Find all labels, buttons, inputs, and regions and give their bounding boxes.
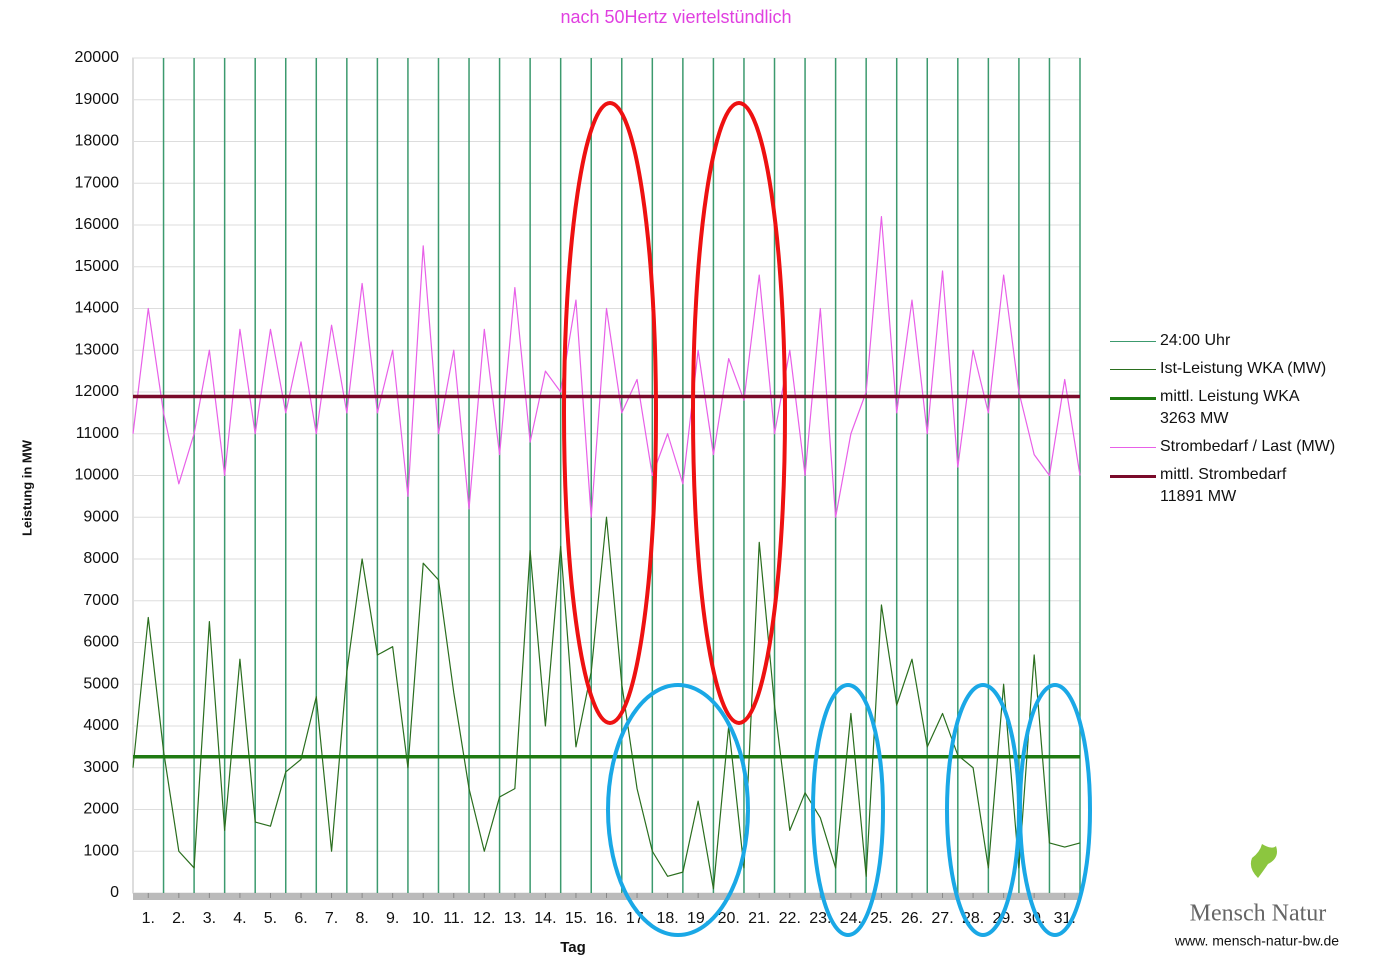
blue-ellipse	[1018, 683, 1092, 937]
x-tick-label: 23.	[809, 910, 831, 927]
blue-ellipse	[606, 683, 750, 937]
data-line	[132, 516, 1081, 890]
x-tick-label: 5.	[264, 910, 277, 927]
red-ellipse	[691, 101, 787, 725]
x-tick-label: 16.	[595, 910, 617, 927]
y-tick-label: 13000	[75, 341, 120, 358]
x-tick-label: 8.	[355, 910, 368, 927]
legend-label: 24:00 Uhr	[1160, 332, 1231, 349]
blue-ellipse	[811, 683, 885, 937]
x-tick-label: 17.	[626, 910, 648, 927]
x-tick-label: 9.	[386, 910, 399, 927]
x-tick-label: 7.	[325, 910, 338, 927]
legend-item: 24:00 Uhr	[1110, 330, 1370, 352]
y-tick-label: 17000	[75, 174, 120, 191]
x-tick-label: 22.	[779, 910, 801, 927]
y-tick-label: 6000	[83, 634, 119, 651]
x-tick-label: 12.	[473, 910, 495, 927]
legend-swatch	[1110, 397, 1156, 400]
legend-text: 24:00 Uhr	[1160, 330, 1365, 352]
chart-title: nach 50Hertz viertelstündlich	[560, 7, 791, 27]
legend-swatch	[1110, 369, 1156, 370]
data-line	[132, 216, 1081, 518]
legend-swatch	[1110, 447, 1156, 448]
legend-text: mittl. Leistung WKA 3263 MW	[1160, 386, 1365, 430]
y-tick-label: 9000	[83, 508, 119, 525]
legend-value: 3263 MW	[1160, 410, 1229, 427]
legend-item: Strombedarf / Last (MW)	[1110, 436, 1370, 458]
x-tick-label: 13.	[504, 910, 526, 927]
x-tick-label: 20.	[718, 910, 740, 927]
x-axis-label: Tag	[560, 939, 586, 956]
legend-swatch	[1110, 475, 1156, 478]
y-tick-label: 0	[110, 884, 119, 901]
y-tick-label: 16000	[75, 216, 120, 233]
legend-label: Ist-Leistung WKA (MW)	[1160, 360, 1327, 377]
legend-item: Ist-Leistung WKA (MW)	[1110, 358, 1370, 380]
y-tick-label: 4000	[83, 717, 119, 734]
y-tick-label: 19000	[75, 91, 120, 108]
y-axis-label: Leistung in MW	[19, 439, 34, 536]
x-tick-label: 27.	[931, 910, 953, 927]
x-tick-label: 26.	[901, 910, 923, 927]
x-tick-label: 18.	[656, 910, 678, 927]
legend-swatch	[1110, 341, 1156, 342]
logo-leaf	[1250, 844, 1277, 878]
x-tick-label: 21.	[748, 910, 770, 927]
y-tick-label: 7000	[83, 592, 119, 609]
legend-label: mittl. Strombedarf	[1160, 466, 1287, 483]
y-tick-label: 5000	[83, 675, 119, 692]
x-tick-label: 4.	[233, 910, 246, 927]
logo-name: Mensch Natur	[1190, 901, 1327, 927]
legend-label: mittl. Leistung WKA	[1160, 388, 1300, 405]
y-tick-label: 12000	[75, 383, 120, 400]
y-tick-label: 15000	[75, 258, 120, 275]
y-tick-label: 1000	[83, 842, 119, 859]
y-tick-label: 18000	[75, 133, 120, 150]
x-tick-label: 15.	[565, 910, 587, 927]
y-tick-label: 14000	[75, 300, 120, 317]
legend: 24:00 Uhr Ist-Leistung WKA (MW) mittl. Lei…	[1110, 330, 1370, 514]
legend-label: Strombedarf / Last (MW)	[1160, 438, 1336, 455]
x-tick-label: 3.	[203, 910, 216, 927]
y-tick-label: 8000	[83, 550, 119, 567]
x-tick-label: 24.	[840, 910, 862, 927]
x-tick-label: 1.	[142, 910, 155, 927]
y-tick-label: 11000	[76, 425, 119, 442]
x-tick-label: 10.	[412, 910, 434, 927]
legend-text: mittl. Strombedarf 11891 MW	[1160, 464, 1365, 508]
legend-item: mittl. Leistung WKA 3263 MW	[1110, 386, 1370, 430]
y-tick-label: 3000	[83, 759, 119, 776]
y-tick-label: 2000	[83, 801, 119, 818]
x-tick-label: 19.	[687, 910, 709, 927]
x-tick-label: 2.	[172, 910, 185, 927]
annotations	[562, 101, 1092, 937]
x-tick-label: 11.	[443, 910, 464, 927]
legend-text: Ist-Leistung WKA (MW)	[1160, 358, 1365, 380]
x-tick-label: 25.	[870, 910, 892, 927]
plot-area: 0 1000 2000 3000 4000 5000 6000 7000 8000 9000 100…	[75, 49, 1081, 927]
y-tick-label: 20000	[75, 49, 120, 66]
y-tick-label: 10000	[75, 467, 120, 484]
legend-value: 11891 MW	[1160, 488, 1237, 505]
legend-item: mittl. Strombedarf 11891 MW	[1110, 464, 1370, 508]
logo-url: www. mensch-natur-bw.de	[1174, 933, 1339, 949]
x-tick-label: 14.	[534, 910, 556, 927]
legend-text: Strombedarf / Last (MW)	[1160, 436, 1365, 458]
x-tick-label: 6.	[294, 910, 307, 927]
red-ellipse	[562, 101, 658, 725]
